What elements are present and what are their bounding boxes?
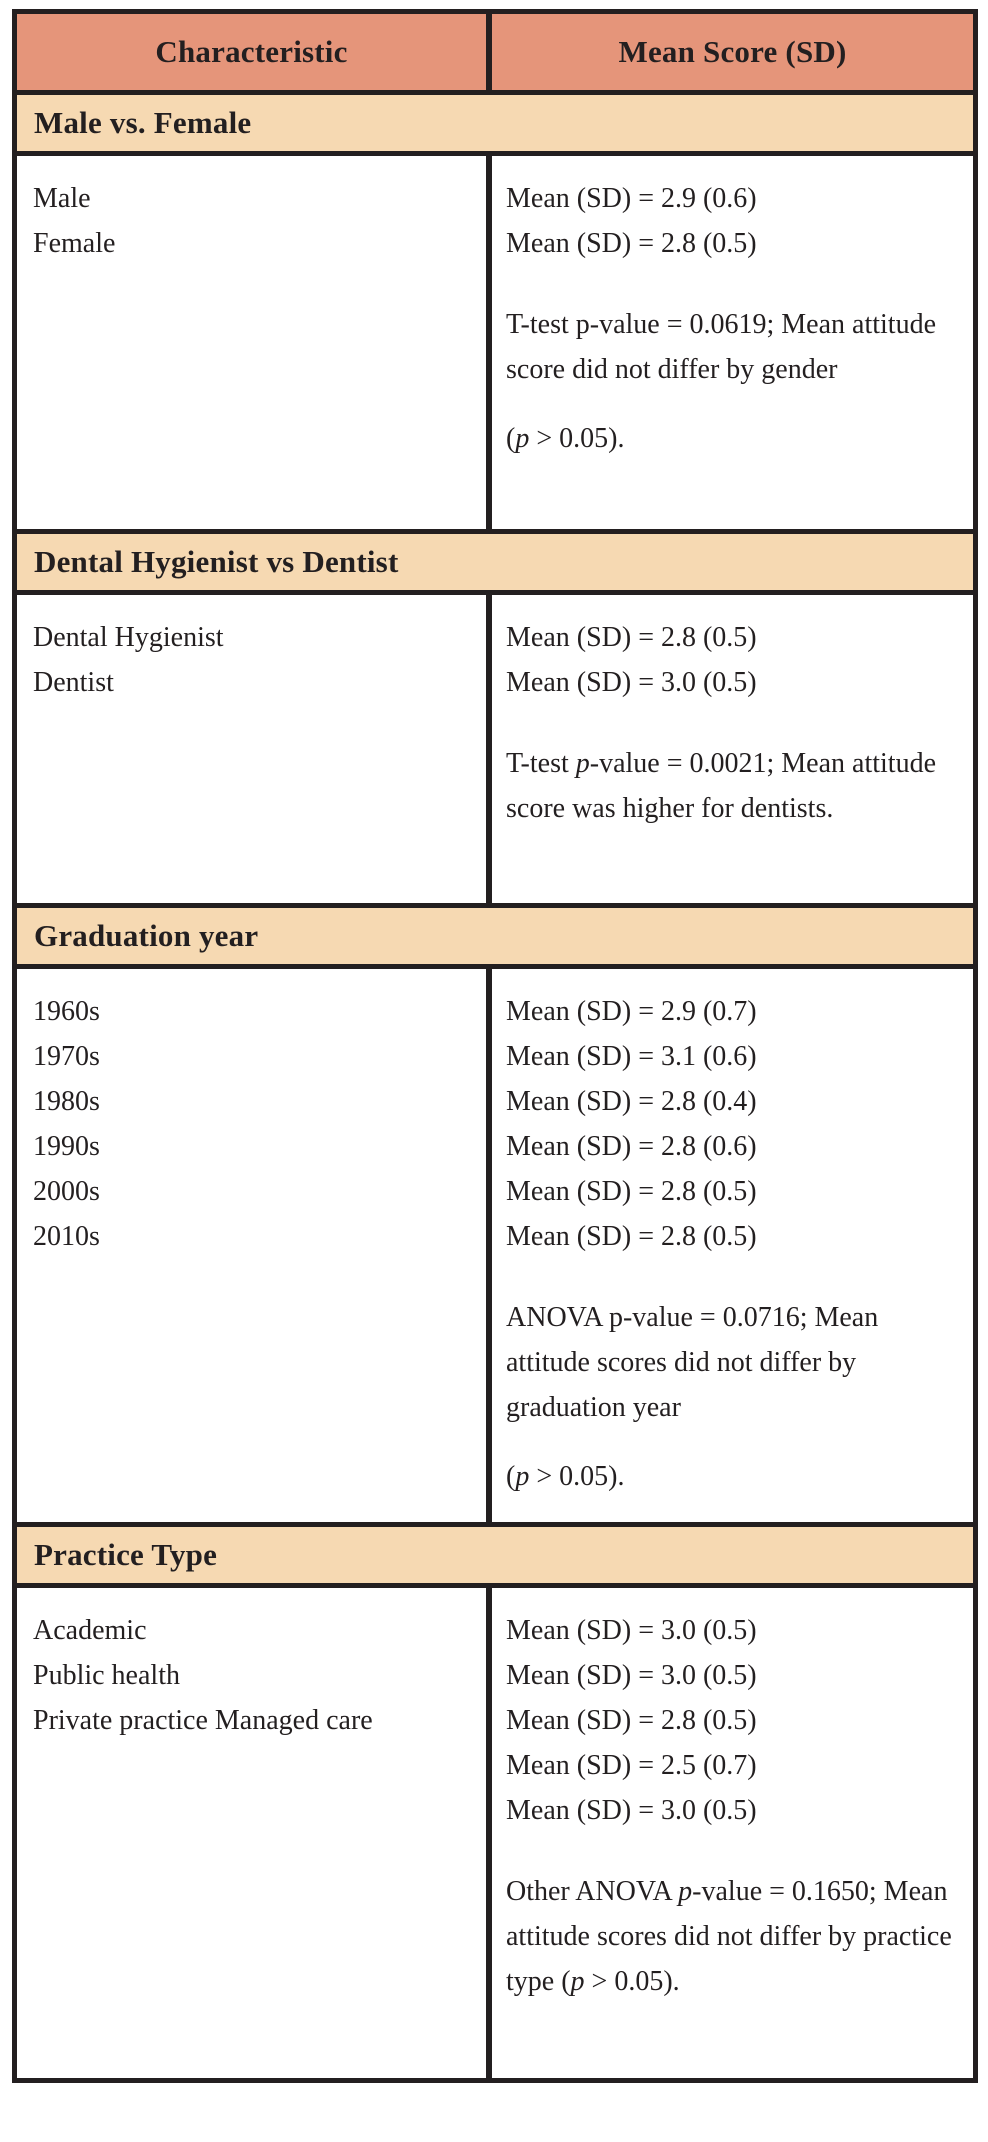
- list-item: Public health: [33, 1660, 180, 1691]
- characteristic-cell: Male Female: [17, 156, 492, 529]
- section-body: Male Female Mean (SD) = 2.9 (0.6) Mean (…: [17, 156, 973, 529]
- value-line: Mean (SD) = 2.9 (0.7): [506, 996, 757, 1027]
- section-male-vs-female: Male vs. Female Male Female Mean (SD) = …: [17, 90, 973, 529]
- note-segment: (: [506, 1461, 516, 1492]
- note-segment: p: [515, 1461, 530, 1492]
- section-graduation-year: Graduation year 1960s 1970s 1980s 1990s …: [17, 903, 973, 1522]
- note-paragraph: (p > 0.05).: [506, 1454, 959, 1499]
- note-segment: p: [678, 1876, 693, 1907]
- characteristics-score-table: Characteristic Mean Score (SD) Male vs. …: [12, 9, 978, 2083]
- value-line: Mean (SD) = 2.8 (0.5): [506, 622, 757, 653]
- value-line: Mean (SD) = 3.0 (0.5): [506, 1660, 757, 1691]
- note-segment: > 0.05).: [584, 1966, 680, 1997]
- section-body: 1960s 1970s 1980s 1990s 2000s 2010s Mean…: [17, 969, 973, 1522]
- section-title: Dental Hygienist vs Dentist: [17, 529, 973, 595]
- value-line: Mean (SD) = 3.0 (0.5): [506, 667, 757, 698]
- note-segment: (: [506, 423, 516, 454]
- column-header-characteristic: Characteristic: [17, 14, 492, 90]
- note-paragraph: (p > 0.05).: [506, 416, 959, 461]
- value-line: Mean (SD) = 2.9 (0.6): [506, 183, 757, 214]
- table-header-row: Characteristic Mean Score (SD): [17, 14, 973, 90]
- characteristic-cell: 1960s 1970s 1980s 1990s 2000s 2010s: [17, 969, 492, 1522]
- section-title: Male vs. Female: [17, 90, 973, 156]
- note-segment: p: [575, 748, 590, 779]
- value-line: Mean (SD) = 2.8 (0.5): [506, 228, 757, 259]
- list-item: Dental Hygienist: [33, 622, 224, 653]
- score-cell: Mean (SD) = 2.9 (0.6) Mean (SD) = 2.8 (0…: [492, 156, 973, 529]
- characteristic-cell: Dental Hygienist Dentist: [17, 595, 492, 903]
- value-line: Mean (SD) = 2.5 (0.7): [506, 1750, 757, 1781]
- note-segment: p: [515, 423, 530, 454]
- section-title: Graduation year: [17, 903, 973, 969]
- section-title: Practice Type: [17, 1522, 973, 1588]
- list-item: 2000s: [33, 1176, 100, 1207]
- list-item: Female: [33, 228, 116, 259]
- value-line: Mean (SD) = 2.8 (0.5): [506, 1221, 757, 1252]
- note-paragraph: T-test p-value = 0.0619; Mean attitude s…: [506, 302, 959, 392]
- section-body: Dental Hygienist Dentist Mean (SD) = 2.8…: [17, 595, 973, 903]
- note-segment: p: [570, 1966, 585, 1997]
- note-segment: > 0.05).: [529, 1461, 625, 1492]
- value-line: Mean (SD) = 2.8 (0.5): [506, 1705, 757, 1736]
- note-segment: Other ANOVA: [506, 1876, 679, 1907]
- section-hygienist-vs-dentist: Dental Hygienist vs Dentist Dental Hygie…: [17, 529, 973, 903]
- note-segment: -value = 0.1650; Mean attitude scores di…: [506, 1876, 952, 1997]
- list-item: Private practice Managed care: [33, 1705, 373, 1736]
- note-segment: T-test: [506, 748, 576, 779]
- list-item: 2010s: [33, 1221, 100, 1252]
- list-item: 1970s: [33, 1041, 100, 1072]
- list-item: 1980s: [33, 1086, 100, 1117]
- list-item: Dentist: [33, 667, 114, 698]
- value-line: Mean (SD) = 2.8 (0.4): [506, 1086, 757, 1117]
- section-practice-type: Practice Type Academic Public health Pri…: [17, 1522, 973, 2078]
- list-item: Academic: [33, 1615, 147, 1646]
- note-paragraph: T-test p-value = 0.0021; Mean attitude s…: [506, 741, 959, 831]
- note-paragraph: ANOVA p-value = 0.0716; Mean attitude sc…: [506, 1295, 959, 1430]
- note-segment: ANOVA p-value = 0.0716; Mean attitude sc…: [506, 1302, 879, 1423]
- column-header-mean-score: Mean Score (SD): [618, 34, 847, 69]
- score-cell: Mean (SD) = 2.8 (0.5) Mean (SD) = 3.0 (0…: [492, 595, 973, 903]
- value-line: Mean (SD) = 3.1 (0.6): [506, 1041, 757, 1072]
- value-line: Mean (SD) = 3.0 (0.5): [506, 1615, 757, 1646]
- score-cell: Mean (SD) = 3.0 (0.5) Mean (SD) = 3.0 (0…: [492, 1588, 973, 2078]
- list-item: 1990s: [33, 1131, 100, 1162]
- section-body: Academic Public health Private practice …: [17, 1588, 973, 2078]
- note-segment: -value = 0.0021; Mean attitude score was…: [506, 748, 937, 824]
- list-item: Male: [33, 183, 91, 214]
- value-line: Mean (SD) = 2.8 (0.5): [506, 1176, 757, 1207]
- characteristic-cell: Academic Public health Private practice …: [17, 1588, 492, 2078]
- value-line: Mean (SD) = 2.8 (0.6): [506, 1131, 757, 1162]
- score-cell: Mean (SD) = 2.9 (0.7) Mean (SD) = 3.1 (0…: [492, 969, 973, 1522]
- value-line: Mean (SD) = 3.0 (0.5): [506, 1795, 757, 1826]
- note-segment: > 0.05).: [529, 423, 625, 454]
- list-item: 1960s: [33, 996, 100, 1027]
- note-paragraph: Other ANOVA p-value = 0.1650; Mean attit…: [506, 1869, 959, 2004]
- note-segment: T-test p-value = 0.0619; Mean attitude s…: [506, 309, 936, 385]
